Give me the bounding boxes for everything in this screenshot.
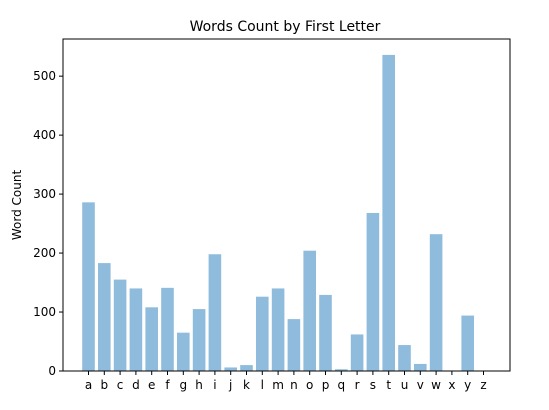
bar-y	[461, 316, 474, 371]
y-tick-label-400: 400	[33, 128, 56, 142]
bar-p	[319, 295, 332, 371]
bar-o	[303, 251, 316, 371]
bar-j	[224, 367, 237, 371]
bar-s	[367, 213, 380, 371]
x-tick-label-a: a	[85, 378, 92, 392]
x-tick-label-t: t	[386, 378, 391, 392]
bar-k	[240, 365, 253, 371]
bar-n	[288, 319, 301, 371]
y-tick-label-500: 500	[33, 69, 56, 83]
y-tick-label-100: 100	[33, 305, 56, 319]
x-tick-label-v: v	[417, 378, 424, 392]
bar-e	[145, 307, 158, 371]
x-tick-label-f: f	[165, 378, 170, 392]
bar-r	[351, 334, 364, 371]
x-tick-label-g: g	[179, 378, 187, 392]
y-axis-label: Word Count	[10, 170, 24, 241]
x-tick-label-o: o	[306, 378, 313, 392]
x-tick-label-u: u	[401, 378, 409, 392]
x-tick-label-i: i	[213, 378, 216, 392]
x-tick-label-q: q	[337, 378, 345, 392]
bar-u	[398, 345, 411, 371]
x-tick-label-p: p	[322, 378, 330, 392]
x-tick-label-r: r	[355, 378, 360, 392]
bar-m	[272, 288, 285, 371]
x-tick-label-b: b	[100, 378, 108, 392]
bar-a	[82, 202, 95, 371]
x-tick-label-c: c	[117, 378, 124, 392]
bar-h	[193, 309, 206, 371]
chart-title: Words Count by First Letter	[190, 19, 381, 35]
y-tick-label-300: 300	[33, 187, 56, 201]
bar-c	[114, 280, 127, 371]
x-tick-label-x: x	[448, 378, 455, 392]
y-tick-label-0: 0	[48, 364, 56, 378]
bar-v	[414, 364, 427, 371]
x-tick-label-s: s	[370, 378, 376, 392]
bar-d	[130, 288, 143, 371]
x-tick-label-j: j	[228, 378, 232, 392]
x-tick-label-w: w	[431, 378, 441, 392]
bar-b	[98, 263, 111, 371]
y-tick-label-200: 200	[33, 246, 56, 260]
x-tick-label-e: e	[148, 378, 155, 392]
bars-group	[82, 55, 474, 371]
x-tick-label-z: z	[480, 378, 486, 392]
bar-f	[161, 288, 174, 371]
x-tick-label-n: n	[290, 378, 298, 392]
bar-l	[256, 297, 269, 371]
x-tick-label-h: h	[195, 378, 203, 392]
x-tick-label-y: y	[464, 378, 471, 392]
x-tick-label-k: k	[243, 378, 250, 392]
bar-w	[430, 234, 443, 371]
y-axis: 0 100 200 300 400 500	[33, 69, 63, 378]
bar-i	[209, 254, 222, 371]
x-tick-label-l: l	[261, 378, 264, 392]
x-tick-label-d: d	[132, 378, 140, 392]
x-tick-label-m: m	[272, 378, 284, 392]
bar-g	[177, 333, 190, 371]
bar-t	[382, 55, 395, 371]
